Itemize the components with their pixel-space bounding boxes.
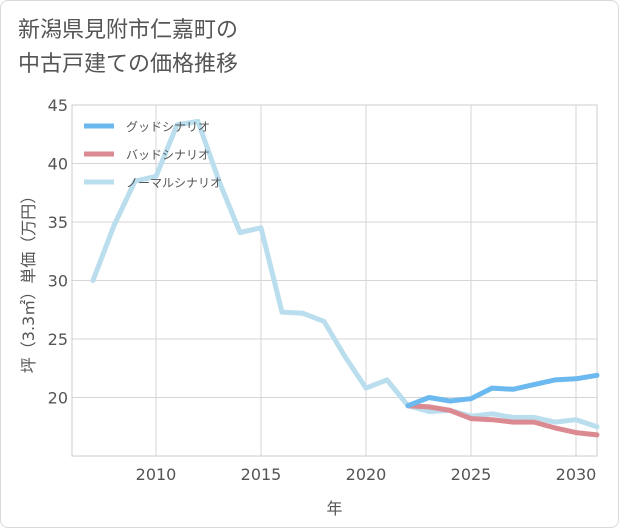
grid-lines — [72, 104, 597, 456]
y-tick-label: 20 — [48, 389, 68, 408]
plot-area-frame — [71, 104, 598, 457]
y-tick-label: 35 — [48, 213, 68, 232]
x-axis-label: 年 — [326, 499, 342, 518]
series-lines — [90, 118, 600, 438]
x-tick-label: 2025 — [451, 465, 492, 484]
chart-title-line-2: 中古戸建ての価格推移 — [18, 52, 239, 77]
chart-title-line-1: 新潟県見附市仁嘉町の — [18, 18, 239, 43]
x-tick-label: 2030 — [556, 465, 597, 484]
x-tick-label: 2015 — [241, 465, 282, 484]
y-tick-label: 30 — [48, 272, 68, 291]
x-tick-label: 2020 — [346, 465, 387, 484]
y-tick-label: 45 — [48, 96, 68, 115]
series-line-normal — [90, 118, 600, 430]
y-tick-label: 25 — [48, 330, 68, 349]
legend-label-bad: バッドシナリオ — [126, 148, 210, 162]
chart-title: 新潟県見附市仁嘉町の 中古戸建ての価格推移 — [18, 14, 578, 82]
y-axis-label: 坪（3.3㎡）単価（万円） — [19, 188, 38, 373]
series-line-bad — [405, 403, 600, 438]
legend-label-good: グッドシナリオ — [126, 120, 210, 134]
y-tick-label: 40 — [48, 155, 68, 174]
legend-label-normal: ノーマルシナリオ — [126, 176, 222, 190]
x-tick-label: 2010 — [136, 465, 177, 484]
series-line-good — [405, 372, 600, 409]
